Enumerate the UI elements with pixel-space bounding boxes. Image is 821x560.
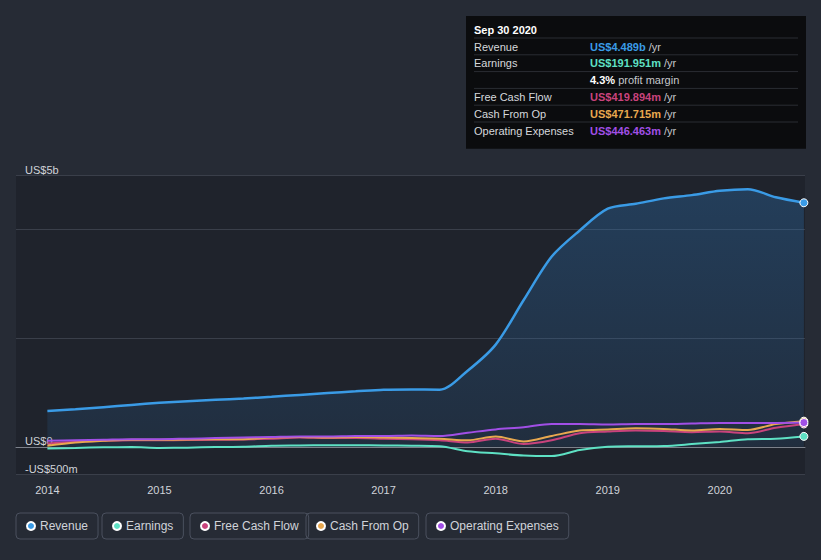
svg-text:Sep 30 2020: Sep 30 2020: [474, 24, 537, 36]
svg-text:US$446.463m: US$446.463m: [590, 125, 661, 137]
svg-text:2018: 2018: [483, 484, 507, 496]
svg-text:2016: 2016: [259, 484, 283, 496]
svg-text:2020: 2020: [708, 484, 732, 496]
svg-text:US$0: US$0: [25, 435, 53, 448]
svg-text:Revenue: Revenue: [40, 519, 88, 533]
svg-text:Free Cash Flow: Free Cash Flow: [474, 91, 552, 103]
svg-text:Free Cash Flow: Free Cash Flow: [214, 519, 299, 533]
svg-text:-US$500m: -US$500m: [25, 463, 78, 475]
svg-text:/yr: /yr: [664, 125, 677, 137]
svg-text:/yr: /yr: [649, 41, 662, 53]
svg-text:Operating Expenses: Operating Expenses: [474, 125, 574, 137]
svg-text:2015: 2015: [147, 484, 171, 496]
svg-text:US$5b: US$5b: [25, 164, 59, 176]
svg-text:US$4.489b: US$4.489b: [590, 41, 646, 53]
svg-text:Revenue: Revenue: [474, 41, 518, 53]
svg-text:Cash From Op: Cash From Op: [330, 519, 409, 533]
svg-text:4.3%: 4.3%: [590, 74, 615, 86]
svg-text:Operating Expenses: Operating Expenses: [450, 519, 559, 533]
svg-text:US$419.894m: US$419.894m: [590, 91, 661, 103]
svg-text:/yr: /yr: [664, 57, 677, 69]
svg-text:Earnings: Earnings: [126, 519, 173, 533]
svg-text:2017: 2017: [371, 484, 395, 496]
svg-text:US$471.715m: US$471.715m: [590, 108, 661, 120]
svg-text:2019: 2019: [596, 484, 620, 496]
svg-text:Earnings: Earnings: [474, 57, 518, 69]
svg-text:profit margin: profit margin: [618, 74, 679, 86]
svg-text:Cash From Op: Cash From Op: [474, 108, 546, 120]
svg-text:/yr: /yr: [664, 91, 677, 103]
svg-text:/yr: /yr: [664, 108, 677, 120]
svg-text:2014: 2014: [35, 484, 59, 496]
svg-text:US$191.951m: US$191.951m: [590, 57, 661, 69]
